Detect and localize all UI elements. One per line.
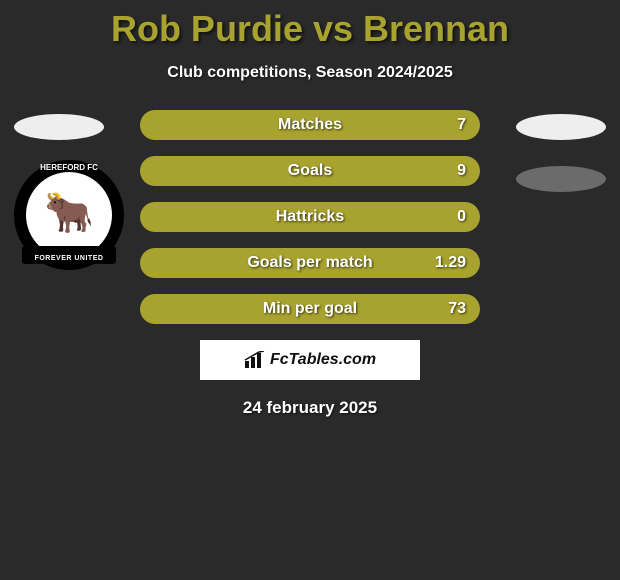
bull-icon: 🐂 [44, 193, 94, 233]
stat-label: Matches [140, 116, 480, 134]
bar-chart-icon [244, 351, 266, 369]
stat-value: 1.29 [435, 254, 466, 272]
stat-value: 7 [457, 116, 466, 134]
stat-row: Goals per match 1.29 [140, 248, 480, 278]
brand-box: FcTables.com [200, 340, 420, 380]
stat-row: Min per goal 73 [140, 294, 480, 324]
stat-value: 0 [457, 208, 466, 226]
player-photo-placeholder-right-1 [516, 114, 606, 140]
stat-label: Goals [140, 162, 480, 180]
stat-row: Matches 7 [140, 110, 480, 140]
content-area: HEREFORD FC 🐂 FOREVER UNITED Matches 7 G… [0, 110, 620, 418]
page-title: Rob Purdie vs Brennan [0, 0, 620, 50]
stats-bars: Matches 7 Goals 9 Hattricks 0 Goals per … [140, 110, 480, 324]
stat-value: 73 [448, 300, 466, 318]
brand-text: FcTables.com [270, 351, 376, 369]
stat-label: Hattricks [140, 208, 480, 226]
title-text: Rob Purdie vs Brennan [111, 8, 509, 49]
stat-row: Goals 9 [140, 156, 480, 186]
stat-value: 9 [457, 162, 466, 180]
badge-top-text: HEREFORD FC [14, 163, 124, 172]
badge-bottom-text: FOREVER UNITED [14, 255, 124, 262]
date-text: 24 february 2025 [0, 398, 620, 418]
stat-row: Hattricks 0 [140, 202, 480, 232]
stat-label: Min per goal [140, 300, 480, 318]
player-photo-placeholder-left [14, 114, 104, 140]
player-photo-placeholder-right-2 [516, 166, 606, 192]
subtitle: Club competitions, Season 2024/2025 [0, 64, 620, 82]
stat-label: Goals per match [140, 254, 480, 272]
club-badge: HEREFORD FC 🐂 FOREVER UNITED [14, 160, 124, 270]
